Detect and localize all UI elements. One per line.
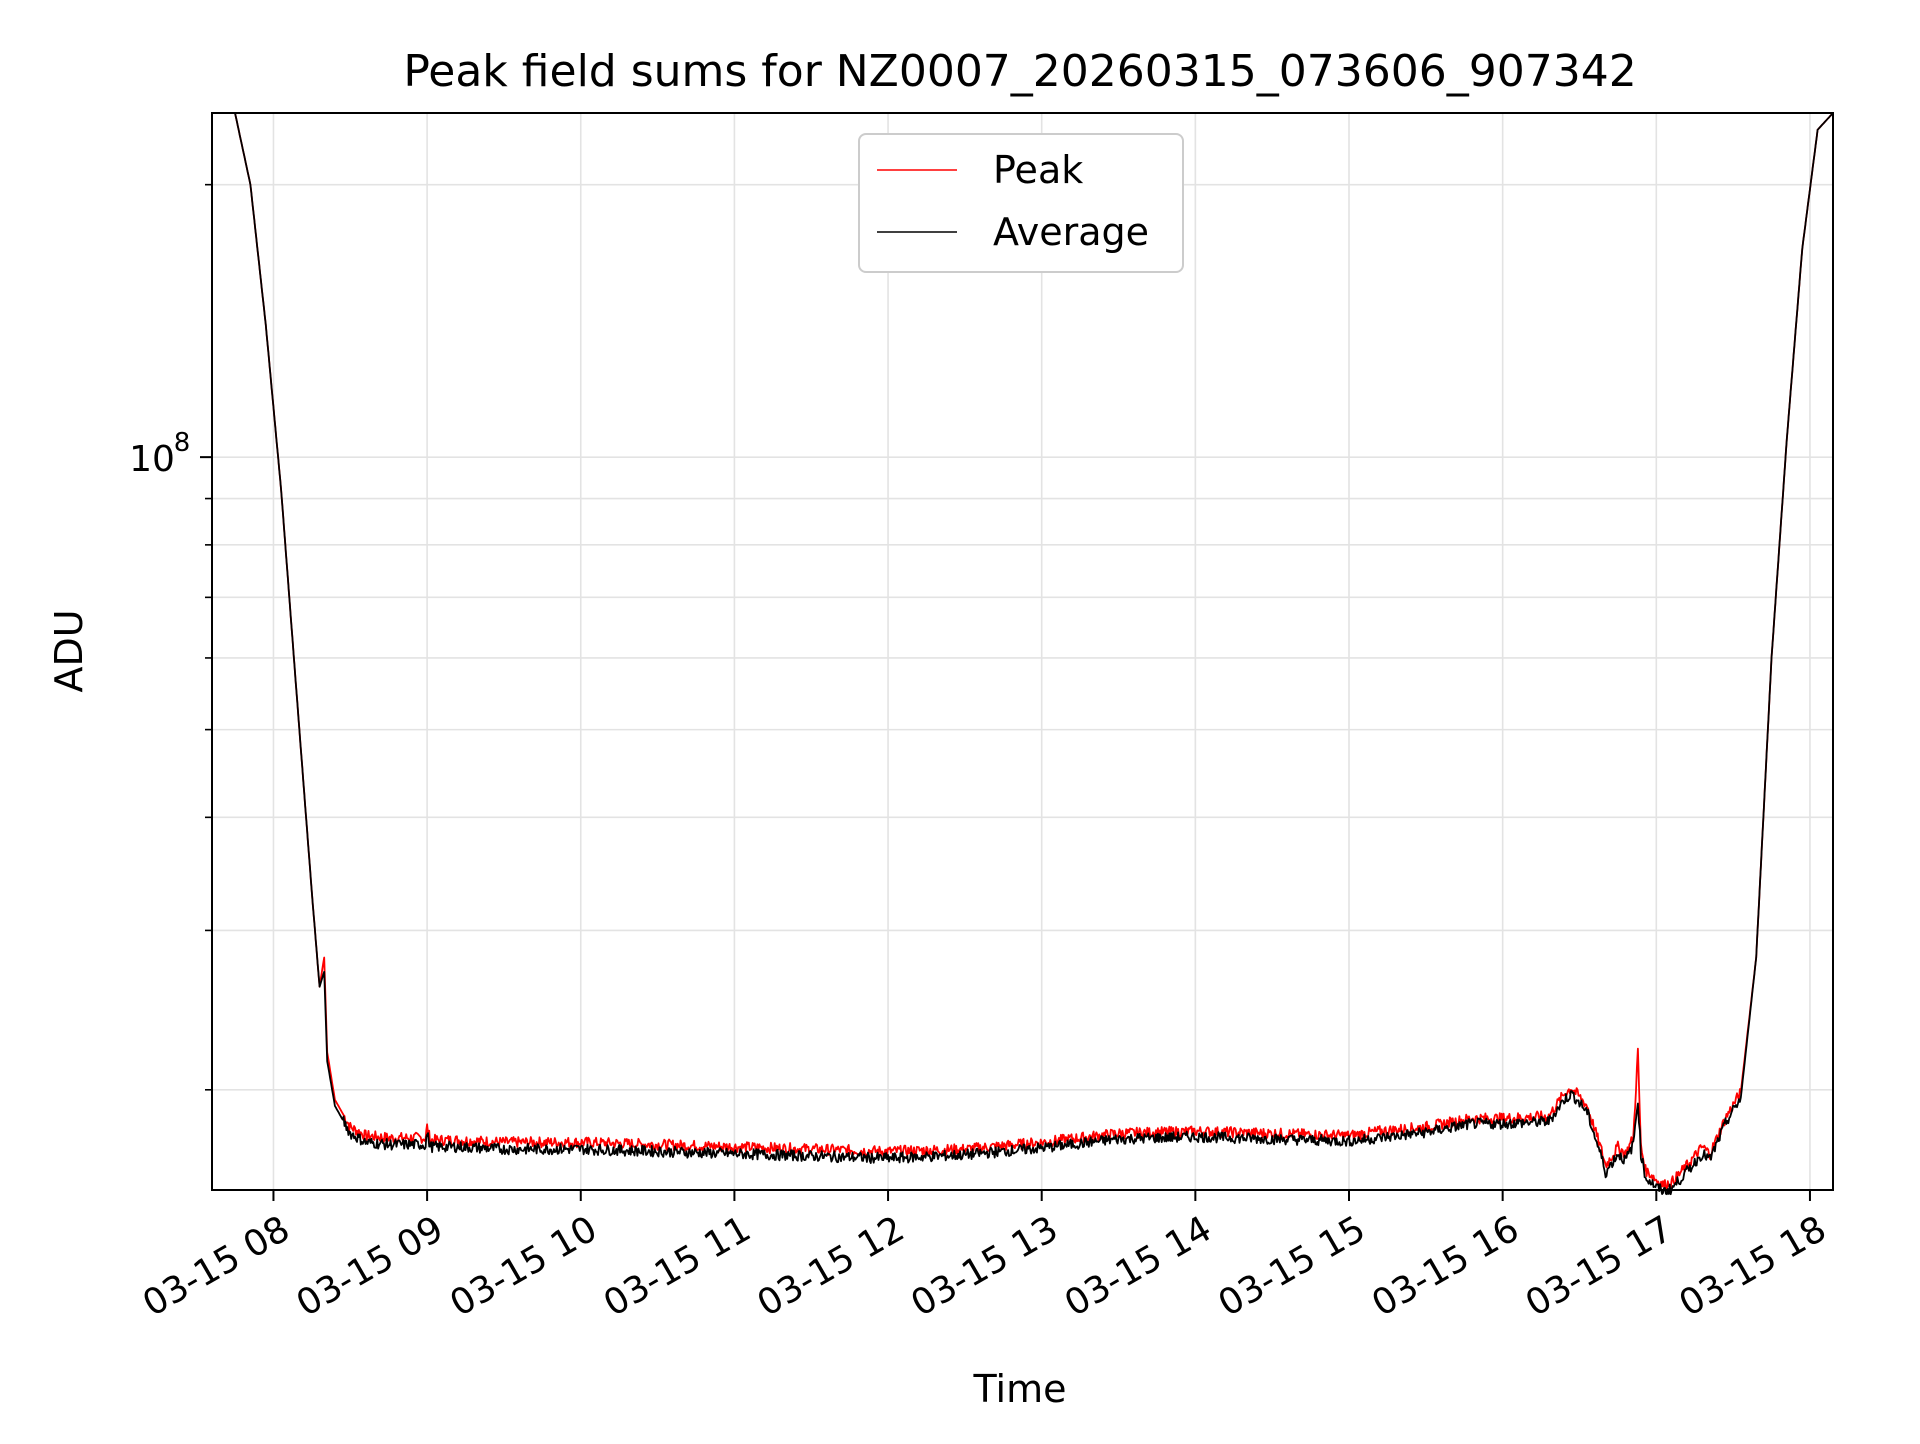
grid-lines xyxy=(212,113,1833,1190)
series-line-average xyxy=(212,112,1834,1196)
y-tick-label-exponent: 8 xyxy=(174,428,191,458)
plot-frame xyxy=(211,112,1834,1191)
legend-label-average: Average xyxy=(993,210,1149,254)
legend-box xyxy=(858,133,1184,273)
legend-label-peak: Peak xyxy=(993,148,1083,192)
chart-title: Peak field sums for NZ0007_20260315_0736… xyxy=(403,46,1636,97)
series-layer xyxy=(212,112,1834,1196)
y-axis-label: ADU xyxy=(47,609,91,692)
legend: Peak Average xyxy=(858,133,1184,273)
x-axis-label: Time xyxy=(973,1367,1067,1411)
y-tick-label: 10 xyxy=(129,439,175,480)
series-line-peak xyxy=(212,112,1834,1190)
